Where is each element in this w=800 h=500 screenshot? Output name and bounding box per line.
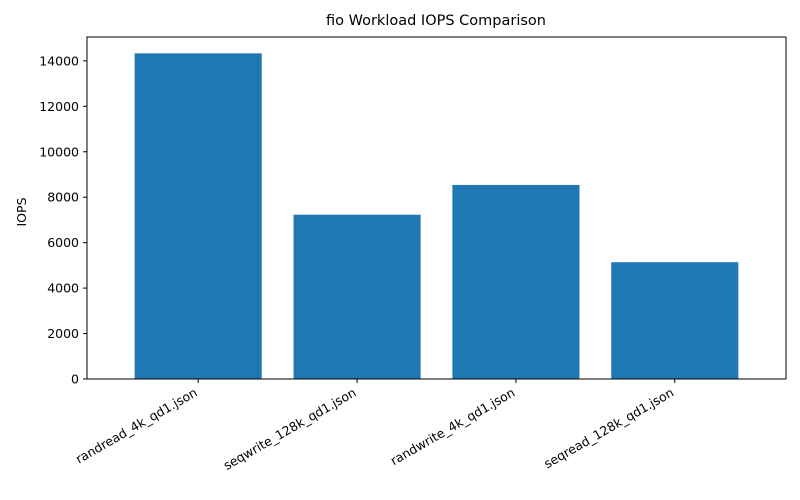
y-axis-label: IOPS — [14, 197, 29, 226]
bar — [134, 53, 262, 380]
bar — [452, 184, 580, 379]
x-tick-label: seqwrite_128k_qd1.json — [221, 385, 359, 473]
y-tick-label: 12000 — [39, 99, 79, 114]
x-axis-ticks: randread_4k_qd1.json seqwrite_128k_qd1.js… — [73, 379, 676, 473]
chart-title: fio Workload IOPS Comparison — [326, 13, 546, 29]
y-tick-label: 4000 — [47, 281, 79, 296]
bar — [611, 262, 739, 379]
x-tick-label: seqread_128k_qd1.json — [541, 385, 676, 472]
bar — [293, 214, 421, 379]
y-axis-ticks: 0 2000 4000 6000 8000 10000 12000 14000 — [39, 53, 87, 387]
bars — [134, 53, 739, 380]
y-tick-label: 6000 — [47, 235, 79, 250]
x-tick-label: randwrite_4k_qd1.json — [388, 385, 518, 469]
y-tick-label: 2000 — [47, 326, 79, 341]
y-tick-label: 0 — [71, 372, 79, 387]
x-tick-label: randread_4k_qd1.json — [73, 385, 200, 467]
y-tick-label: 14000 — [39, 53, 79, 68]
plot-frame — [86, 36, 787, 380]
y-tick-label: 8000 — [47, 190, 79, 205]
y-tick-label: 10000 — [39, 144, 79, 159]
